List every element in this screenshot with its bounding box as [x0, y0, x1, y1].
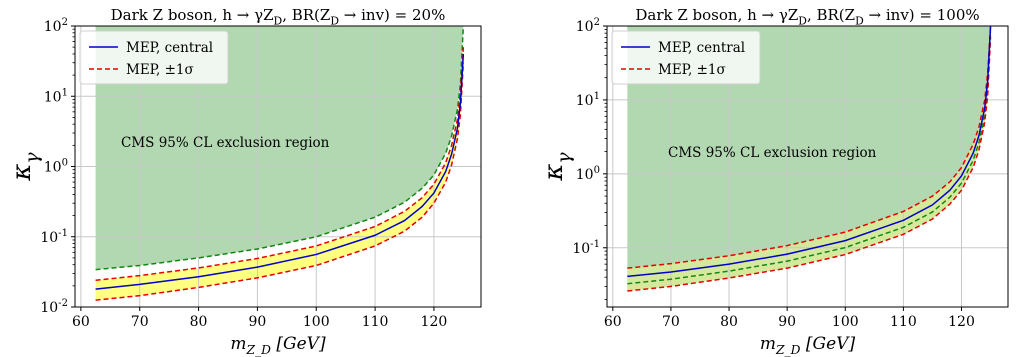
axes-frame [606, 25, 1009, 308]
series-sigma-lower-line [627, 37, 992, 292]
x-axis-label: mZ_D​ [GeV] [230, 334, 326, 357]
x-tick-label: 110 [890, 314, 917, 330]
chart-panel-1: 60 70 80 90 100 110 120 10-2​ 10-1​ 100​ 101​ 102​ m… [7, 6, 482, 357]
legend-label: MEP, ±1σ [126, 62, 194, 78]
x-tick-label: 80 [190, 314, 208, 330]
y-axis-label: κγ​ [7, 152, 43, 182]
x-tick-label: 100 [303, 314, 330, 330]
series-central-line [627, 26, 992, 278]
legend-box [79, 30, 229, 85]
y-tick-label: 102​ [576, 17, 600, 35]
plot-area [75, 26, 481, 307]
series-central-line [95, 53, 465, 290]
x-tick-label: 80 [720, 314, 738, 330]
y-tick-label: 10-1​ [40, 228, 68, 246]
exclusion-region [95, 26, 464, 270]
sigma-band [627, 26, 991, 292]
chart-title: Dark Z boson, h → γZD​, BR(ZD​ → inv) = … [635, 6, 979, 28]
legend-label: MEP, ±1σ [658, 62, 726, 78]
series-sigma-upper-line [627, 26, 992, 269]
legend: MEP, central MEP, ±1σ [611, 30, 761, 85]
plot-area [607, 26, 1008, 307]
x-tick-label: 60 [604, 314, 622, 330]
exclusion-annotation: CMS 95% CL exclusion region [121, 135, 330, 151]
exclusion-annotation: CMS 95% CL exclusion region [668, 145, 877, 161]
exclusion-boundary-line [95, 26, 465, 271]
y-tick-label: 102​ [44, 17, 68, 35]
y-tick-label: 10-2​ [40, 298, 68, 316]
x-tick-label: 120 [421, 314, 448, 330]
chart-panel-2: 60 70 80 90 100 110 120 10-1​ 100​ 101​ 102​ mZ_D​ … [539, 6, 1009, 357]
x-tick-label: 120 [948, 314, 975, 330]
y-tick-label: 100​ [576, 165, 600, 183]
series-sigma-upper-line [95, 47, 465, 282]
y-tick-label: 100​ [44, 158, 68, 176]
x-tick-label: 110 [362, 314, 389, 330]
legend-label: MEP, central [126, 40, 213, 56]
legend: MEP, central MEP, ±1σ [79, 30, 229, 85]
y-tick-label: 101​ [576, 91, 600, 109]
x-tick-label: 90 [778, 314, 796, 330]
y-tick-label: 10-1​ [572, 239, 600, 257]
x-tick-label: 60 [72, 314, 90, 330]
series-sigma-lower-line [95, 62, 465, 301]
y-axis-label: κγ​ [539, 152, 575, 182]
exclusion-boundary-line [627, 31, 992, 285]
x-tick-label: 70 [131, 314, 149, 330]
exclusion-region [627, 26, 991, 292]
legend-box [611, 30, 761, 85]
chart-title: Dark Z boson, h → γZD​, BR(ZD​ → inv) = … [111, 6, 446, 28]
x-tick-label: 90 [248, 314, 266, 330]
y-tick-label: 101​ [44, 87, 68, 105]
legend-label: MEP, central [658, 40, 745, 56]
x-axis-label: mZ_D​ [GeV] [760, 334, 856, 357]
x-tick-label: 100 [832, 314, 859, 330]
x-tick-label: 70 [662, 314, 680, 330]
